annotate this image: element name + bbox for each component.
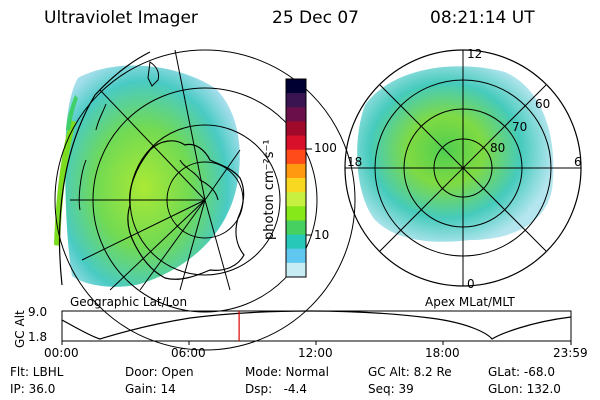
lat-label-80: 80 [490, 141, 506, 155]
colorbar-segment [286, 149, 306, 165]
dsp-label: Dsp: -4.4 [245, 382, 308, 396]
app-title: Ultraviolet Imager [44, 8, 198, 28]
altitude-ylabel: GC Alt [13, 310, 27, 348]
seq-label: Seq: 39 [368, 382, 414, 396]
geographic-image [54, 49, 356, 351]
colorbar-segment [286, 135, 306, 151]
ip-label: IP: 36.0 [10, 382, 56, 396]
mlt-label-left: 18 [347, 155, 363, 169]
colorbar-segment [286, 206, 306, 222]
gc-alt-label: GC Alt: 8.2 Re [368, 365, 452, 379]
colorbar-segment [286, 220, 306, 236]
time-label: 08:21:14 UT [430, 8, 535, 28]
time-tick-4: 23:59 [553, 346, 588, 360]
altitude-plot-frame [61, 310, 572, 342]
glon-label: GLon: 132.0 [488, 382, 561, 396]
aurora-emission-right [357, 66, 554, 242]
colorbar-unit-label: photon cm⁻²s⁻¹ [262, 139, 277, 240]
time-tick-0: 00:00 [44, 346, 79, 360]
time-tick-3: 18:00 [425, 346, 460, 360]
colorbar-segment [286, 248, 306, 264]
colorbar-tick-10: 10 [314, 228, 330, 242]
colorbar-segment [286, 79, 306, 94]
colorbar-segment [286, 234, 306, 250]
colorbar-segment [286, 163, 306, 179]
time-tick-2: 12:00 [298, 346, 333, 360]
mlt-label-right: 6 [574, 155, 582, 169]
lat-label-60: 60 [535, 97, 551, 111]
colorbar-frame [285, 78, 307, 278]
limb-glow [54, 120, 76, 246]
magnetic-polar-plot [344, 49, 582, 287]
colorbar-segment [286, 178, 306, 193]
gain-label: Gain: 14 [125, 382, 176, 396]
mlt-label-top: 12 [467, 47, 483, 61]
time-tick-1: 06:00 [171, 346, 206, 360]
door-label: Door: Open [125, 365, 194, 379]
color-scale-bar [286, 79, 306, 278]
altitude-ytick-low: 1.8 [28, 330, 48, 344]
altitude-curve [61, 310, 572, 340]
colorbar-segment [286, 93, 306, 108]
date-label: 25 Dec 07 [272, 8, 359, 28]
filter-label: Flt: LBHL [10, 365, 64, 379]
apex-caption: Apex MLat/MLT [425, 295, 515, 309]
glat-label: GLat: -68.0 [488, 365, 555, 379]
colorbar-tick-100: 100 [314, 141, 337, 155]
mode-label: Mode: Normal [245, 365, 329, 379]
altitude-ytick-high: 9.0 [28, 305, 48, 319]
coastline [127, 140, 245, 280]
mlt-label-bottom: 0 [467, 277, 475, 291]
geographic-caption: Geographic Lat/Lon [70, 295, 188, 309]
lat-label-70: 70 [512, 120, 528, 134]
colorbar-segment [286, 192, 306, 207]
colorbar-segment [286, 121, 306, 137]
colorbar-segment [286, 107, 306, 123]
colorbar-segment [286, 262, 306, 278]
